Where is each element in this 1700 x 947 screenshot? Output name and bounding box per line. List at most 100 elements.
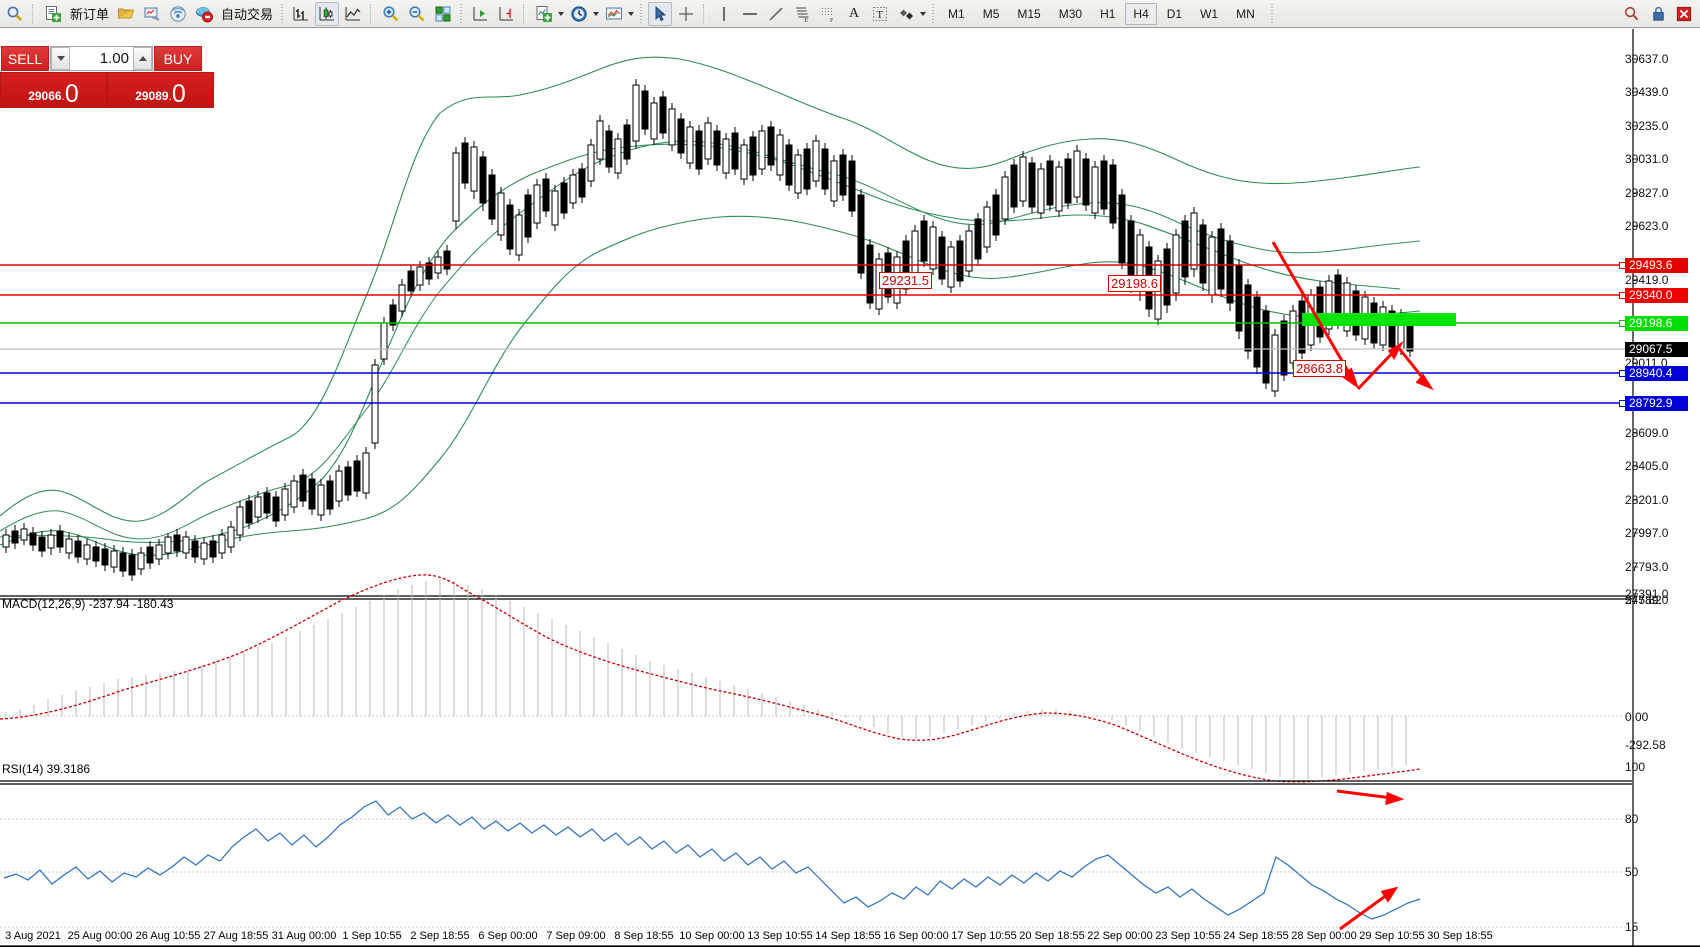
rsi-axis-80: 80 — [1625, 812, 1639, 826]
network-icon[interactable] — [166, 2, 190, 26]
time-label-18: 24 Sep 18:55 — [1223, 930, 1289, 942]
tag-support-green[interactable]: 29198.6 — [1625, 316, 1688, 331]
buy-button[interactable]: BUY — [154, 46, 202, 71]
chart-canvas[interactable] — [0, 29, 1700, 947]
chart-label-29231[interactable]: 29231.5 — [879, 272, 932, 289]
cursor-icon[interactable] — [648, 1, 673, 26]
period-icon[interactable] — [567, 2, 591, 26]
trendline-icon[interactable] — [764, 2, 788, 26]
close-icon[interactable] — [1672, 2, 1696, 26]
tag-resistance-2[interactable]: 29340.0 — [1625, 288, 1688, 303]
indicators-icon[interactable] — [532, 2, 556, 26]
toolbar-grip[interactable] — [459, 3, 465, 24]
buy-price-separator: . — [168, 89, 172, 103]
bar-chart-icon[interactable] — [289, 2, 313, 26]
volume-input[interactable]: 1.00 — [70, 47, 133, 70]
chevron-down-icon[interactable] — [628, 11, 635, 16]
buy-price-display[interactable]: 29089 . 0 — [107, 72, 214, 108]
search-icon[interactable] — [1619, 2, 1643, 26]
fibonacci-icon[interactable]: E — [790, 2, 814, 26]
chevron-down-icon[interactable] — [593, 11, 600, 16]
price-tick-27589: 27589.0 — [1625, 593, 1669, 607]
macd-axis-zero: 0.00 — [1625, 710, 1649, 724]
text-icon[interactable]: A — [848, 5, 860, 21]
label-icon[interactable]: T — [868, 2, 892, 26]
time-label-10: 10 Sep 00:00 — [679, 930, 745, 942]
candlestick-icon[interactable] — [315, 1, 340, 26]
volume-decrement-button[interactable] — [51, 47, 70, 70]
chart-label-29198[interactable]: 29198.6 — [1108, 275, 1161, 292]
tab-timeframe-d1[interactable]: D1 — [1166, 6, 1183, 21]
toolbar-grip[interactable] — [931, 3, 937, 24]
moving-average-line — [0, 143, 1401, 544]
buy-price-major: 29089 — [135, 89, 169, 103]
handle-support-blue-2[interactable] — [1619, 400, 1626, 407]
lock-icon[interactable] — [1646, 2, 1670, 26]
time-label-7: 6 Sep 00:00 — [478, 930, 538, 942]
tile-windows-icon[interactable] — [431, 2, 455, 26]
new-order-label[interactable]: 新订单 — [70, 7, 110, 22]
autotrading-label[interactable]: 自动交易 — [221, 7, 274, 22]
macd-axis-min: -292.58 — [1625, 738, 1666, 752]
shift-end-icon[interactable] — [468, 2, 492, 26]
volume-stepper[interactable]: 1.00 — [50, 46, 153, 71]
tab-timeframe-mn[interactable]: MN — [1236, 6, 1255, 21]
time-label-3: 27 Aug 18:55 — [203, 930, 269, 942]
price-tick-28609: 28609.0 — [1625, 426, 1669, 440]
chevron-down-icon[interactable] — [920, 11, 927, 16]
sell-price-minor: 0 — [64, 80, 79, 108]
sell-price-major: 29066 — [28, 89, 62, 103]
folder-icon[interactable] — [114, 2, 138, 26]
zoom-out-icon[interactable] — [405, 2, 429, 26]
time-label-4: 31 Aug 00:00 — [271, 930, 337, 942]
sell-price-display[interactable]: 29066 . 0 — [0, 72, 107, 108]
vline-icon[interactable] — [712, 2, 736, 26]
rsi-indicator-title[interactable]: RSI(14) 39.3186 — [2, 762, 91, 776]
autotrading-icon[interactable] — [192, 2, 216, 26]
tab-timeframe-h4[interactable]: H4 — [1125, 2, 1157, 25]
time-label-9: 8 Sep 18:55 — [614, 930, 674, 942]
tab-timeframe-w1[interactable]: W1 — [1200, 6, 1219, 21]
price-tick-30031: 30031.0 — [1625, 152, 1669, 166]
time-label-15: 20 Sep 18:55 — [1019, 930, 1085, 942]
one-click-trading-panel[interactable]: SELL 1.00 BUY 29066 . 0 29089 . 0 — [0, 45, 217, 108]
handle-support-green[interactable] — [1619, 320, 1626, 327]
line-chart-icon[interactable] — [341, 2, 365, 26]
svg-text:E: E — [805, 18, 809, 23]
handle-support-blue-1[interactable] — [1619, 370, 1626, 377]
sell-button[interactable]: SELL — [1, 46, 49, 71]
macd-axis-max: 547.82 — [1625, 593, 1662, 607]
tab-timeframe-h1[interactable]: H1 — [1100, 6, 1116, 21]
tab-timeframe-m1[interactable]: M1 — [948, 6, 965, 21]
shapes-icon[interactable] — [894, 2, 918, 26]
channel-icon[interactable]: F — [816, 2, 840, 26]
price-tick-27793: 27793.0 — [1625, 560, 1669, 574]
zoom-in-icon[interactable] — [379, 2, 403, 26]
new-order-icon[interactable] — [41, 2, 65, 26]
chevron-down-icon[interactable] — [558, 11, 565, 16]
magnifier-icon[interactable] — [3, 2, 27, 26]
tab-timeframe-m15[interactable]: M15 — [1017, 6, 1041, 21]
handle-resistance-2[interactable] — [1619, 292, 1626, 299]
volume-increment-button[interactable] — [133, 47, 152, 70]
price-tick-30235: 30235.0 — [1625, 119, 1669, 133]
tab-timeframe-m5[interactable]: M5 — [982, 6, 1000, 21]
hline-icon[interactable] — [738, 2, 762, 26]
profile-icon[interactable] — [140, 2, 164, 26]
toolbar-grip[interactable] — [1269, 3, 1275, 24]
handle-resistance-1[interactable] — [1619, 262, 1626, 269]
macd-indicator-title[interactable]: MACD(12,26,9) -237.94 -180.43 — [2, 597, 174, 611]
crosshair-icon[interactable] — [674, 2, 698, 26]
tag-resistance-1[interactable]: 29493.6 — [1625, 258, 1688, 273]
time-label-6: 2 Sep 18:55 — [410, 930, 470, 942]
tag-support-blue-1[interactable]: 28940.4 — [1625, 366, 1688, 381]
rsi-axis-15: 15 — [1625, 920, 1639, 934]
chart-label-28663[interactable]: 28663.8 — [1293, 360, 1346, 377]
auto-scroll-icon[interactable] — [494, 2, 518, 26]
tab-timeframe-m30[interactable]: M30 — [1058, 6, 1083, 21]
time-label-13: 16 Sep 00:00 — [883, 930, 949, 942]
toolbar-grip[interactable] — [639, 3, 645, 24]
tag-support-blue-2[interactable]: 28792.9 — [1625, 396, 1688, 411]
templates-icon[interactable] — [602, 2, 626, 26]
toolbar-grip[interactable] — [280, 3, 286, 24]
